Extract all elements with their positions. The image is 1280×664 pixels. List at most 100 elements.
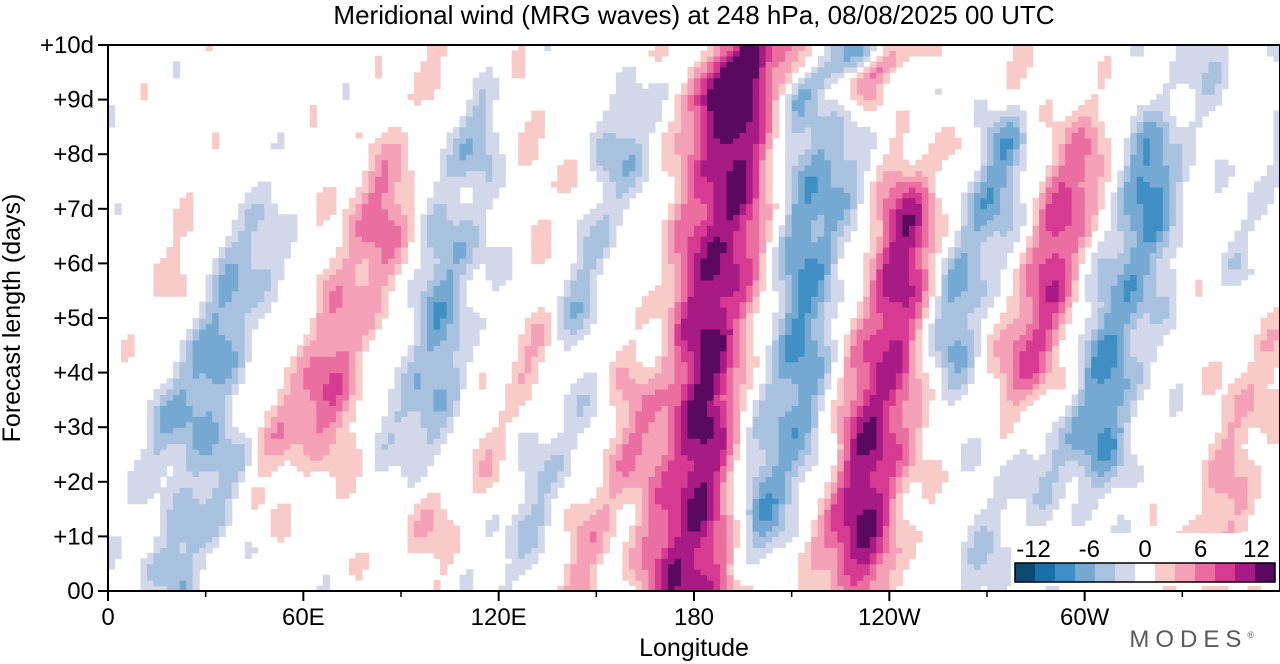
heatmap-cell — [1117, 378, 1125, 385]
heatmap-cell — [1006, 552, 1014, 559]
heatmap-cell — [420, 536, 428, 543]
heatmap-cell — [147, 421, 155, 428]
heatmap-cell — [134, 481, 142, 488]
heatmap-cell — [687, 492, 695, 499]
heatmap-cell — [1091, 416, 1099, 423]
heatmap-cell — [720, 334, 728, 341]
heatmap-cell — [1032, 383, 1040, 390]
heatmap-cell — [186, 520, 194, 527]
heatmap-cell — [778, 454, 786, 461]
heatmap-cell — [192, 427, 200, 434]
heatmap-cell — [1084, 443, 1092, 450]
heatmap-cell — [934, 350, 943, 357]
heatmap-cell — [576, 541, 584, 548]
heatmap-cell — [225, 449, 233, 456]
heatmap-cell — [420, 438, 428, 445]
heatmap-cell — [166, 394, 174, 401]
heatmap-cell — [283, 367, 291, 374]
heatmap-cell — [700, 356, 708, 363]
heatmap-cell — [778, 345, 786, 352]
heatmap-cell — [694, 536, 702, 543]
heatmap-cell — [1019, 361, 1027, 368]
heatmap-cell — [544, 487, 552, 494]
heatmap-cell — [1110, 334, 1118, 341]
heatmap-cell — [987, 339, 995, 346]
heatmap-cell — [785, 399, 793, 406]
heatmap-cell — [628, 481, 636, 488]
heatmap-cell — [401, 410, 409, 417]
heatmap-cell — [694, 470, 702, 477]
heatmap-cell — [173, 503, 181, 510]
heatmap-cell — [615, 454, 623, 461]
heatmap-cell — [785, 328, 793, 335]
heatmap-cell — [166, 585, 174, 592]
heatmap-cell — [192, 405, 200, 412]
heatmap-cell — [759, 541, 767, 548]
heatmap-cell — [1247, 388, 1255, 396]
heatmap-cell — [576, 383, 584, 390]
heatmap-cell — [680, 580, 689, 587]
heatmap-cell — [726, 427, 734, 434]
heatmap-cell — [186, 481, 194, 488]
heatmap-cell — [687, 443, 695, 450]
heatmap-cell — [127, 492, 135, 499]
heatmap-cell — [1130, 410, 1138, 417]
heatmap-cell — [1026, 361, 1034, 368]
heatmap-cell — [694, 498, 702, 505]
heatmap-cell — [804, 378, 812, 385]
heatmap-cell — [1266, 394, 1275, 401]
heatmap-cell — [960, 558, 969, 565]
heatmap-cell — [166, 399, 174, 406]
heatmap-cell — [1247, 361, 1255, 368]
heatmap-cell — [661, 547, 669, 554]
heatmap-cell — [394, 459, 402, 467]
heatmap-cell — [687, 509, 695, 516]
heatmap-cell — [837, 541, 845, 548]
heatmap-cell — [1045, 372, 1053, 379]
heatmap-cell — [648, 558, 656, 565]
heatmap-cell — [166, 388, 174, 396]
heatmap-cell — [1201, 459, 1209, 467]
heatmap-cell — [902, 416, 910, 423]
heatmap-cell — [824, 558, 832, 565]
heatmap-cell — [420, 547, 428, 554]
heatmap-cell — [440, 536, 448, 543]
heatmap-cell — [440, 558, 448, 565]
heatmap-cell — [166, 530, 174, 537]
heatmap-cell — [335, 383, 343, 390]
heatmap-cell — [414, 536, 422, 543]
heatmap-cell — [1149, 503, 1157, 510]
heatmap-cell — [863, 328, 871, 335]
heatmap-cell — [192, 388, 200, 396]
heatmap-cell — [967, 541, 975, 548]
heatmap-cell — [934, 481, 943, 488]
heatmap-cell — [609, 525, 617, 532]
heatmap-cell — [869, 569, 877, 576]
heatmap-cell — [1104, 399, 1112, 406]
heatmap-cell — [1045, 481, 1053, 488]
heatmap-cell — [661, 356, 669, 363]
heatmap-cell — [218, 514, 226, 521]
heatmap-cell — [134, 492, 142, 499]
heatmap-cell — [576, 421, 584, 428]
heatmap-cell — [908, 388, 916, 396]
heatmap-cell — [309, 416, 317, 423]
heatmap-cell — [511, 394, 519, 401]
heatmap-cell — [453, 328, 461, 335]
heatmap-cell — [440, 541, 448, 548]
heatmap-cell — [179, 339, 187, 346]
heatmap-cell — [746, 547, 754, 554]
heatmap-cell — [140, 492, 148, 499]
heatmap-cell — [348, 449, 357, 456]
heatmap-cell — [772, 492, 780, 499]
heatmap-cell — [791, 388, 799, 396]
heatmap-cell — [635, 361, 643, 368]
heatmap-cell — [804, 367, 812, 374]
heatmap-cell — [231, 476, 239, 483]
heatmap-cell — [511, 520, 519, 527]
heatmap-cell — [980, 525, 988, 532]
heatmap-cell — [1175, 388, 1183, 396]
heatmap-cell — [869, 514, 877, 521]
heatmap-cell — [895, 339, 903, 346]
